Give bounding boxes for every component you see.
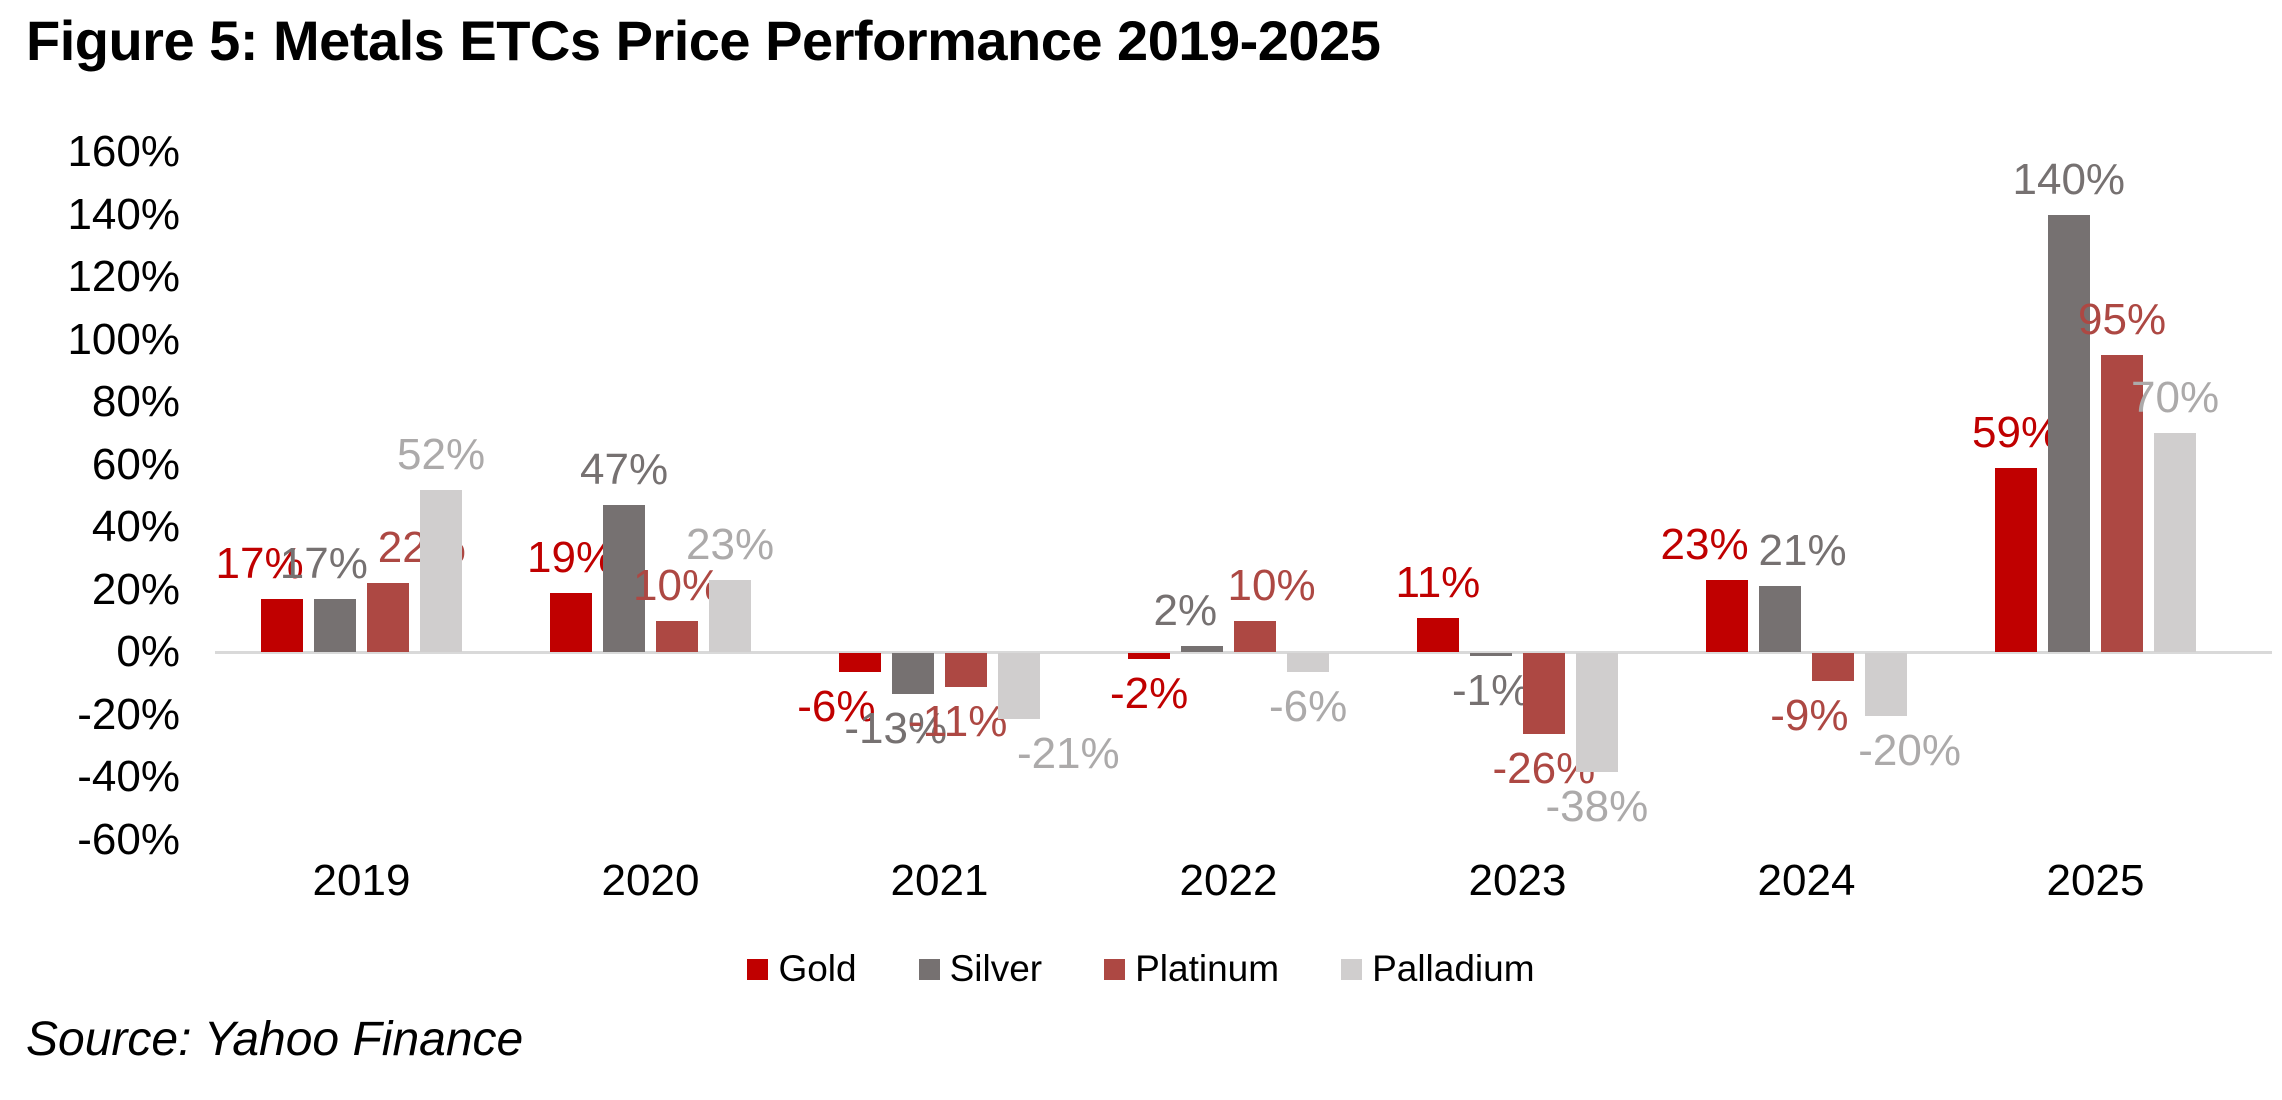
- y-tick-label: 0%: [116, 627, 180, 676]
- bar-value-label: -9%: [1770, 691, 1849, 741]
- bar-value-label: 59%: [1972, 407, 2061, 457]
- source-note: Source: Yahoo Finance: [26, 1013, 524, 1066]
- x-tick-label-2022: 2022: [1179, 856, 1278, 905]
- bar-value-label: 47%: [580, 445, 669, 495]
- x-tick-label-2024: 2024: [1757, 856, 1856, 905]
- bar-silver-2024: [1759, 586, 1801, 652]
- bar-palladium-2024: [1865, 653, 1907, 716]
- bar-value-label: -1%: [1452, 666, 1531, 716]
- legend-item-platinum: Platinum: [1104, 948, 1279, 990]
- chart-title: Figure 5: Metals ETCs Price Performance …: [26, 9, 1381, 72]
- legend-swatch-silver: [918, 958, 940, 980]
- legend-item-gold: Gold: [747, 948, 857, 990]
- y-tick-label: -40%: [77, 752, 180, 801]
- legend-swatch-gold: [747, 958, 769, 980]
- bar-palladium-2020: [709, 580, 751, 652]
- y-tick-label: 20%: [91, 564, 180, 614]
- y-tick-label: 160%: [67, 127, 180, 176]
- bar-value-label: 140%: [2012, 154, 2126, 204]
- bar-value-label: -6%: [1269, 681, 1348, 731]
- bar-platinum-2024: [1812, 653, 1854, 682]
- bar-silver-2023: [1470, 653, 1512, 657]
- bar-platinum-2025: [2101, 355, 2143, 652]
- legend-swatch-platinum: [1104, 958, 1126, 980]
- bar-value-label: -13%: [844, 703, 948, 753]
- legend-label-gold: Gold: [778, 948, 857, 989]
- x-tick-label-2020: 2020: [601, 856, 700, 905]
- y-tick-label: 80%: [91, 377, 180, 426]
- bar-value-label: -38%: [1545, 781, 1649, 831]
- bar-value-label: 17%: [215, 538, 304, 588]
- bar-value-label: 10%: [1227, 560, 1316, 610]
- y-tick-label: 40%: [91, 502, 180, 551]
- legend-swatch-palladium: [1341, 958, 1363, 980]
- bar-gold-2024: [1706, 580, 1748, 652]
- bar-palladium-2021: [998, 653, 1040, 719]
- bar-value-label: -2%: [1110, 669, 1189, 719]
- bar-gold-2025: [1995, 467, 2037, 652]
- bar-value-label: 70%: [2131, 373, 2220, 423]
- bar-value-label: 23%: [1660, 520, 1749, 570]
- bar-gold-2020: [550, 592, 592, 652]
- legend-label-silver: Silver: [949, 948, 1043, 989]
- bar-palladium-2023: [1576, 653, 1618, 772]
- x-tick-label-2025: 2025: [2046, 856, 2145, 905]
- bar-value-label: 10%: [633, 560, 722, 610]
- x-tick-label-2019: 2019: [312, 856, 411, 905]
- legend-label-platinum: Platinum: [1135, 948, 1280, 989]
- bar-value-label: 23%: [686, 520, 775, 570]
- legend-item-palladium: Palladium: [1341, 948, 1535, 990]
- bar-palladium-2025: [2154, 433, 2196, 652]
- bar-value-label: 21%: [1758, 526, 1847, 576]
- bar-gold-2023: [1417, 617, 1459, 652]
- bar-value-label: -21%: [1016, 728, 1120, 778]
- bar-value-label: 11%: [1395, 557, 1481, 607]
- bar-gold-2022: [1128, 653, 1170, 660]
- bar-value-label: -20%: [1858, 725, 1961, 775]
- bar-platinum-2023: [1523, 653, 1565, 735]
- y-tick-label: 100%: [67, 314, 180, 364]
- y-tick-label: 60%: [91, 439, 180, 489]
- bar-gold-2019: [261, 598, 303, 652]
- bar-silver-2019: [314, 598, 356, 652]
- bar-value-label: -11%: [907, 697, 1008, 747]
- legend-label-palladium: Palladium: [1372, 948, 1535, 989]
- bar-value-label: -6%: [797, 681, 876, 731]
- y-tick-label: 140%: [67, 189, 180, 239]
- bar-value-label: 17%: [279, 538, 368, 588]
- bar-value-label: 95%: [2078, 295, 2167, 345]
- bar-silver-2022: [1181, 645, 1223, 652]
- bar-palladium-2022: [1287, 653, 1329, 672]
- bar-value-label: 2%: [1153, 585, 1218, 635]
- x-tick-label-2023: 2023: [1468, 856, 1567, 905]
- bar-gold-2021: [839, 653, 881, 672]
- bar-silver-2025: [2048, 214, 2090, 652]
- chart-legend: Gold Silver Platinum Palladium: [0, 948, 2282, 990]
- y-tick-label: -20%: [77, 689, 180, 739]
- bar-platinum-2020: [656, 620, 698, 652]
- x-tick-label-2021: 2021: [890, 856, 989, 905]
- bar-platinum-2022: [1234, 620, 1276, 652]
- bar-value-label: 52%: [397, 429, 486, 479]
- bar-silver-2020: [603, 505, 645, 652]
- bar-platinum-2021: [945, 653, 987, 688]
- y-tick-label: 120%: [67, 252, 180, 301]
- x-axis-line: [215, 651, 2272, 654]
- bar-platinum-2019: [367, 583, 409, 652]
- y-tick-label: -60%: [77, 814, 180, 864]
- legend-item-silver: Silver: [918, 948, 1043, 990]
- bar-silver-2021: [892, 653, 934, 694]
- bar-value-label: 19%: [527, 532, 616, 582]
- bar-palladium-2019: [420, 489, 462, 652]
